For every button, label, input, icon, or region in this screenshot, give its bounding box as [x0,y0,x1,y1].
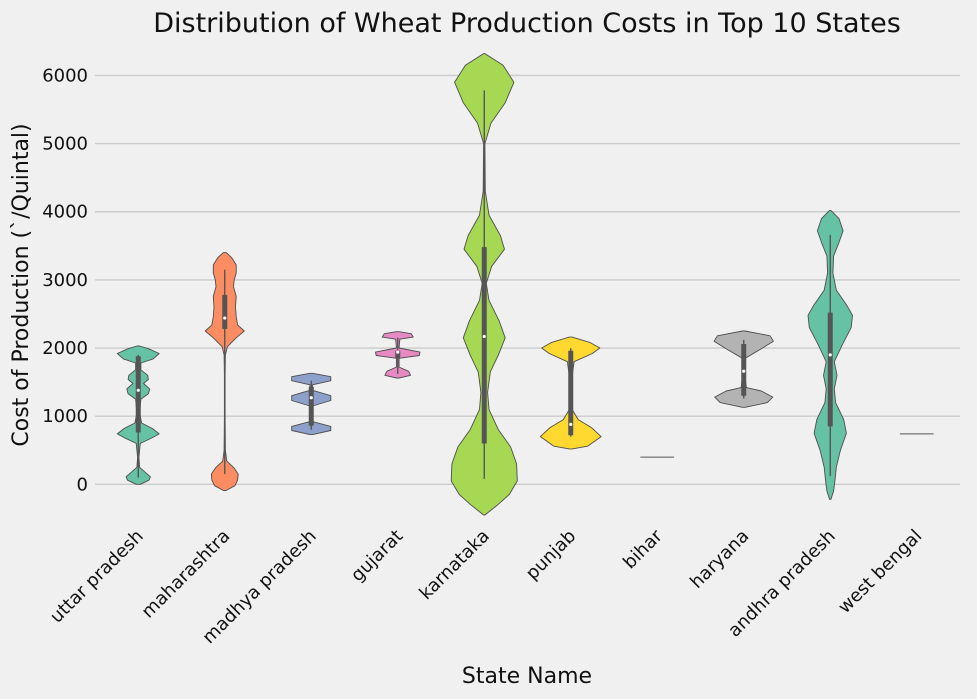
violin-uttar-pradesh [116,345,160,485]
x-tick-label: gujarat [347,526,407,586]
x-tick-label: bihar [619,525,667,573]
violin-madhya-pradesh [291,372,332,436]
x-tick-label: karnataka [415,526,493,604]
y-tick-label: 5000 [42,134,88,155]
x-tick-label: west bengal [834,526,926,618]
chart-title: Distribution of Wheat Production Costs i… [153,8,901,39]
violin-andhra-pradesh [807,209,853,500]
violins [116,53,934,516]
x-tick-label: punjab [522,526,580,584]
grid-lines [95,74,960,486]
y-tick-label: 4000 [42,202,88,223]
median-marker [223,316,227,320]
median-marker [482,334,486,339]
x-axis-label: State Name [462,664,592,689]
median-marker [136,388,140,392]
violin-haryana [713,330,774,408]
y-tick-label: 1000 [42,406,88,427]
y-tick-label: 0 [77,474,88,495]
x-tick-label: uttar pradesh [46,526,148,628]
median-marker [396,350,400,354]
median-marker [309,396,313,400]
violin-punjab [539,336,602,450]
y-tick-labels: 0 1000 2000 3000 4000 5000 6000 [42,65,88,495]
violin-maharashtra [204,252,245,491]
median-marker [569,422,573,426]
y-tick-label: 3000 [42,270,88,291]
x-tick-label: maharashtra [138,526,235,623]
y-axis-label: Cost of Production (`/Quintal) [9,123,34,446]
violin-gujarat [375,331,421,379]
median-marker [742,369,746,373]
y-tick-label: 6000 [42,65,88,86]
y-tick-label: 2000 [42,338,88,359]
x-tick-label: haryana [686,526,753,593]
violin-karnataka [450,53,518,516]
median-marker [828,353,832,357]
